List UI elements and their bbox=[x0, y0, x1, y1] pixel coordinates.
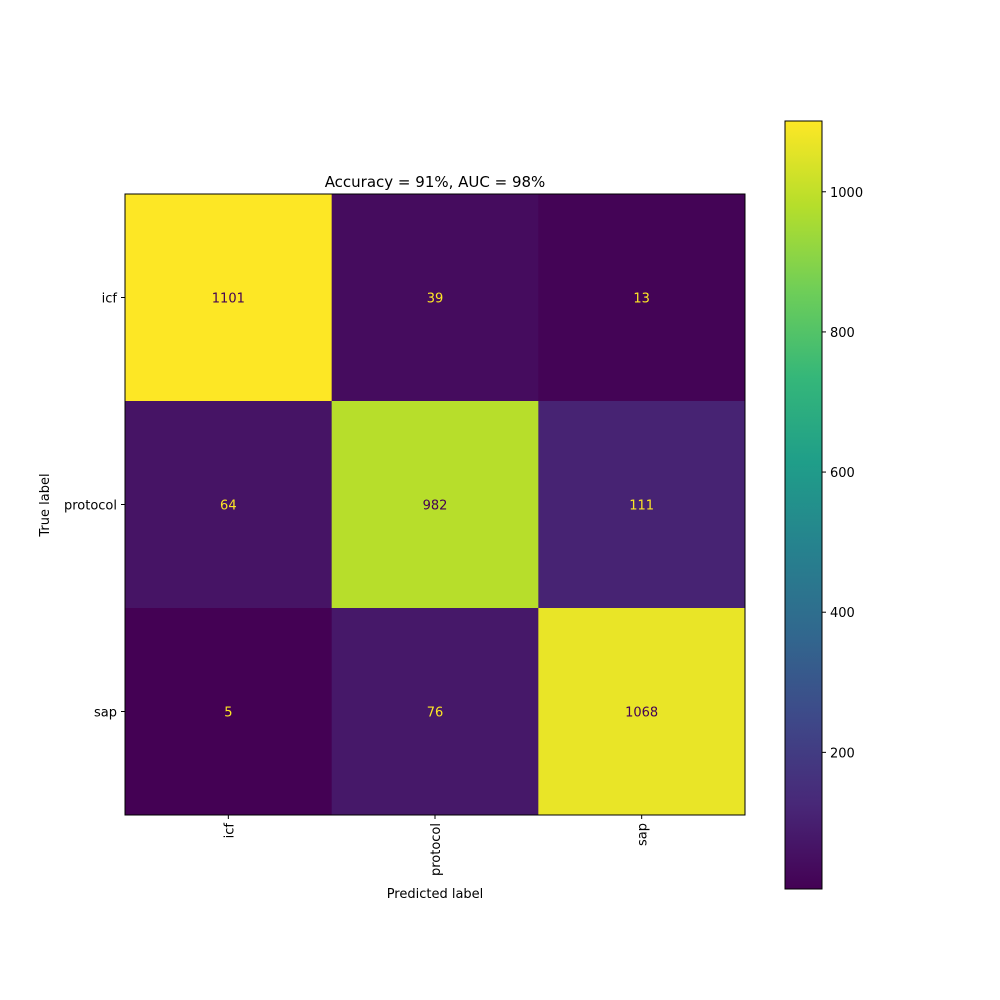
cell-value-label: 1101 bbox=[212, 292, 245, 307]
y-axis-label: True label bbox=[38, 473, 53, 537]
x-tick-label: icf bbox=[222, 823, 237, 839]
chart-title: Accuracy = 91%, AUC = 98% bbox=[325, 173, 546, 191]
cell-value-label: 1068 bbox=[625, 706, 658, 721]
cell-value-label: 13 bbox=[633, 292, 650, 307]
cell-value-label: 982 bbox=[423, 499, 448, 514]
x-axis-label: Predicted label bbox=[387, 887, 484, 902]
heatmap-cells bbox=[125, 194, 746, 816]
heatmap-cell bbox=[538, 194, 746, 402]
x-tick-label: protocol bbox=[429, 823, 444, 876]
cell-value-label: 39 bbox=[427, 292, 444, 307]
y-tick-label: icf bbox=[102, 292, 118, 307]
heatmap-cell bbox=[538, 401, 746, 609]
x-axis-ticks: icf protocol sap bbox=[222, 815, 651, 876]
cell-value-label: 76 bbox=[427, 706, 444, 721]
heatmap-cell bbox=[331, 401, 539, 609]
heatmap-cell bbox=[125, 401, 333, 609]
colorbar-tick-label: 800 bbox=[830, 326, 855, 341]
cell-value-label: 111 bbox=[629, 499, 654, 514]
y-axis-ticks: icf protocol sap bbox=[64, 292, 125, 721]
cell-value-label: 64 bbox=[220, 499, 237, 514]
heatmap-cell bbox=[331, 608, 539, 816]
y-tick-label: sap bbox=[94, 706, 117, 721]
colorbar: 200 400 600 800 1000 bbox=[784, 120, 863, 890]
x-tick-label: sap bbox=[636, 823, 651, 846]
heatmap-cell-labels: 1101 39 13 64 982 111 5 76 1068 bbox=[212, 292, 658, 721]
colorbar-frame bbox=[784, 120, 823, 890]
heatmap-cell bbox=[125, 194, 333, 402]
heatmap-cell bbox=[538, 608, 746, 816]
colorbar-tick-label: 600 bbox=[830, 466, 855, 481]
cell-value-label: 5 bbox=[224, 706, 232, 721]
heatmap-cell bbox=[331, 194, 539, 402]
colorbar-tick-label: 1000 bbox=[830, 186, 863, 201]
colorbar-gradient bbox=[785, 121, 822, 889]
colorbar-ticks: 200 400 600 800 1000 bbox=[822, 186, 863, 761]
y-tick-label: protocol bbox=[64, 499, 117, 514]
heatmap-cell bbox=[125, 608, 333, 816]
colorbar-tick-label: 400 bbox=[830, 606, 855, 621]
colorbar-tick-label: 200 bbox=[830, 746, 855, 761]
